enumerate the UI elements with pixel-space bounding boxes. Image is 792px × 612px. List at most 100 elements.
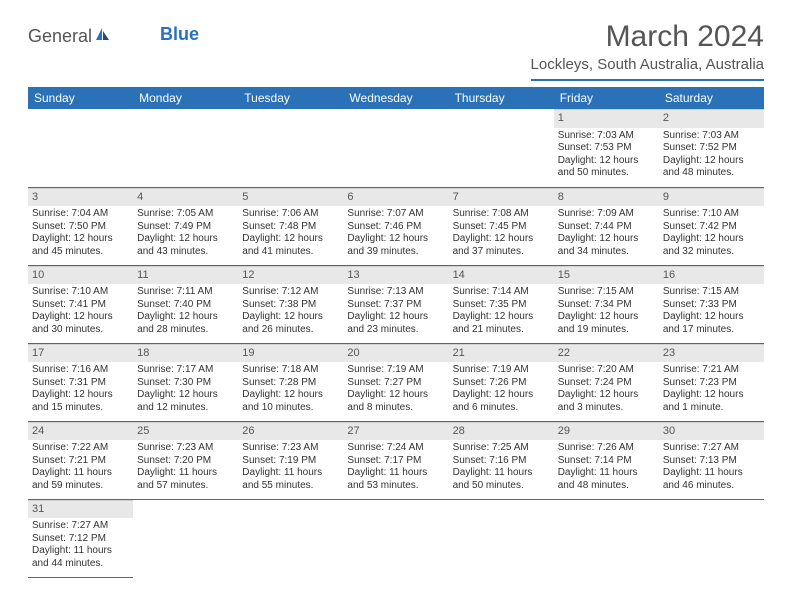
week-row: 10Sunrise: 7:10 AMSunset: 7:41 PMDayligh… (28, 265, 764, 343)
day-content: Sunrise: 7:26 AMSunset: 7:14 PMDaylight:… (554, 440, 659, 496)
sunrise-text: Sunrise: 7:27 AM (663, 442, 760, 455)
sail-icon (94, 26, 112, 47)
sunrise-text: Sunrise: 7:12 AM (242, 286, 339, 299)
day-content: Sunrise: 7:27 AMSunset: 7:13 PMDaylight:… (659, 440, 764, 496)
day-content: Sunrise: 7:19 AMSunset: 7:26 PMDaylight:… (449, 362, 554, 418)
day-cell (554, 499, 659, 577)
day-cell: 26Sunrise: 7:23 AMSunset: 7:19 PMDayligh… (238, 421, 343, 499)
day-content: Sunrise: 7:22 AMSunset: 7:21 PMDaylight:… (28, 440, 133, 496)
day-content: Sunrise: 7:19 AMSunset: 7:27 PMDaylight:… (343, 362, 448, 418)
day-cell (343, 109, 448, 187)
sunset-text: Sunset: 7:16 PM (453, 455, 550, 468)
day-cell: 14Sunrise: 7:14 AMSunset: 7:35 PMDayligh… (449, 265, 554, 343)
day-header-row: SundayMondayTuesdayWednesdayThursdayFrid… (28, 87, 764, 109)
week-row: 24Sunrise: 7:22 AMSunset: 7:21 PMDayligh… (28, 421, 764, 499)
day-number: 15 (554, 266, 659, 285)
sunset-text: Sunset: 7:31 PM (32, 377, 129, 390)
day-cell: 16Sunrise: 7:15 AMSunset: 7:33 PMDayligh… (659, 265, 764, 343)
day-number: 7 (449, 188, 554, 207)
day-number: 31 (28, 500, 133, 519)
day-cell: 31Sunrise: 7:27 AMSunset: 7:12 PMDayligh… (28, 499, 133, 577)
daylight-text: Daylight: 12 hours and 23 minutes. (347, 311, 444, 336)
day-content: Sunrise: 7:15 AMSunset: 7:34 PMDaylight:… (554, 284, 659, 340)
day-content: Sunrise: 7:07 AMSunset: 7:46 PMDaylight:… (343, 206, 448, 262)
sunrise-text: Sunrise: 7:24 AM (347, 442, 444, 455)
daylight-text: Daylight: 12 hours and 32 minutes. (663, 233, 760, 258)
day-number: 22 (554, 344, 659, 363)
day-content: Sunrise: 7:25 AMSunset: 7:16 PMDaylight:… (449, 440, 554, 496)
sunrise-text: Sunrise: 7:08 AM (453, 208, 550, 221)
day-number: 11 (133, 266, 238, 285)
calendar-body: 1Sunrise: 7:03 AMSunset: 7:53 PMDaylight… (28, 109, 764, 577)
sunrise-text: Sunrise: 7:03 AM (663, 130, 760, 143)
day-content: Sunrise: 7:11 AMSunset: 7:40 PMDaylight:… (133, 284, 238, 340)
sunset-text: Sunset: 7:52 PM (663, 142, 760, 155)
sunrise-text: Sunrise: 7:13 AM (347, 286, 444, 299)
daylight-text: Daylight: 12 hours and 50 minutes. (558, 155, 655, 180)
sunset-text: Sunset: 7:49 PM (137, 221, 234, 234)
sunset-text: Sunset: 7:14 PM (558, 455, 655, 468)
sunset-text: Sunset: 7:20 PM (137, 455, 234, 468)
sunrise-text: Sunrise: 7:26 AM (558, 442, 655, 455)
day-header: Monday (133, 87, 238, 109)
day-number: 12 (238, 266, 343, 285)
day-number: 2 (659, 109, 764, 128)
daylight-text: Daylight: 11 hours and 59 minutes. (32, 467, 129, 492)
daylight-text: Daylight: 12 hours and 10 minutes. (242, 389, 339, 414)
sunset-text: Sunset: 7:12 PM (32, 533, 129, 546)
day-header: Tuesday (238, 87, 343, 109)
sunset-text: Sunset: 7:38 PM (242, 299, 339, 312)
day-cell: 29Sunrise: 7:26 AMSunset: 7:14 PMDayligh… (554, 421, 659, 499)
day-cell: 22Sunrise: 7:20 AMSunset: 7:24 PMDayligh… (554, 343, 659, 421)
day-cell (28, 109, 133, 187)
daylight-text: Daylight: 12 hours and 48 minutes. (663, 155, 760, 180)
daylight-text: Daylight: 12 hours and 26 minutes. (242, 311, 339, 336)
day-content: Sunrise: 7:03 AMSunset: 7:53 PMDaylight:… (554, 128, 659, 184)
day-content: Sunrise: 7:16 AMSunset: 7:31 PMDaylight:… (28, 362, 133, 418)
daylight-text: Daylight: 12 hours and 28 minutes. (137, 311, 234, 336)
sunset-text: Sunset: 7:50 PM (32, 221, 129, 234)
daylight-text: Daylight: 12 hours and 43 minutes. (137, 233, 234, 258)
daylight-text: Daylight: 12 hours and 41 minutes. (242, 233, 339, 258)
week-row: 17Sunrise: 7:16 AMSunset: 7:31 PMDayligh… (28, 343, 764, 421)
daylight-text: Daylight: 12 hours and 15 minutes. (32, 389, 129, 414)
day-number: 21 (449, 344, 554, 363)
day-cell: 19Sunrise: 7:18 AMSunset: 7:28 PMDayligh… (238, 343, 343, 421)
sunrise-text: Sunrise: 7:19 AM (453, 364, 550, 377)
day-cell: 4Sunrise: 7:05 AMSunset: 7:49 PMDaylight… (133, 187, 238, 265)
day-number: 17 (28, 344, 133, 363)
day-cell: 1Sunrise: 7:03 AMSunset: 7:53 PMDaylight… (554, 109, 659, 187)
day-cell: 23Sunrise: 7:21 AMSunset: 7:23 PMDayligh… (659, 343, 764, 421)
sunrise-text: Sunrise: 7:23 AM (242, 442, 339, 455)
daylight-text: Daylight: 12 hours and 39 minutes. (347, 233, 444, 258)
sunrise-text: Sunrise: 7:09 AM (558, 208, 655, 221)
sunset-text: Sunset: 7:13 PM (663, 455, 760, 468)
day-cell: 27Sunrise: 7:24 AMSunset: 7:17 PMDayligh… (343, 421, 448, 499)
day-content: Sunrise: 7:03 AMSunset: 7:52 PMDaylight:… (659, 128, 764, 184)
day-cell: 9Sunrise: 7:10 AMSunset: 7:42 PMDaylight… (659, 187, 764, 265)
day-cell: 24Sunrise: 7:22 AMSunset: 7:21 PMDayligh… (28, 421, 133, 499)
day-number: 19 (238, 344, 343, 363)
daylight-text: Daylight: 12 hours and 30 minutes. (32, 311, 129, 336)
day-header: Thursday (449, 87, 554, 109)
day-content: Sunrise: 7:18 AMSunset: 7:28 PMDaylight:… (238, 362, 343, 418)
sunset-text: Sunset: 7:37 PM (347, 299, 444, 312)
day-cell: 21Sunrise: 7:19 AMSunset: 7:26 PMDayligh… (449, 343, 554, 421)
day-cell (238, 109, 343, 187)
day-number: 8 (554, 188, 659, 207)
daylight-text: Daylight: 12 hours and 17 minutes. (663, 311, 760, 336)
daylight-text: Daylight: 12 hours and 45 minutes. (32, 233, 129, 258)
sunset-text: Sunset: 7:30 PM (137, 377, 234, 390)
location: Lockleys, South Australia, Australia (531, 56, 764, 81)
day-content: Sunrise: 7:23 AMSunset: 7:19 PMDaylight:… (238, 440, 343, 496)
day-cell: 30Sunrise: 7:27 AMSunset: 7:13 PMDayligh… (659, 421, 764, 499)
day-number: 20 (343, 344, 448, 363)
day-cell: 17Sunrise: 7:16 AMSunset: 7:31 PMDayligh… (28, 343, 133, 421)
day-header: Wednesday (343, 87, 448, 109)
day-cell: 2Sunrise: 7:03 AMSunset: 7:52 PMDaylight… (659, 109, 764, 187)
day-number: 10 (28, 266, 133, 285)
sunset-text: Sunset: 7:24 PM (558, 377, 655, 390)
day-content: Sunrise: 7:27 AMSunset: 7:12 PMDaylight:… (28, 518, 133, 574)
day-content: Sunrise: 7:04 AMSunset: 7:50 PMDaylight:… (28, 206, 133, 262)
day-cell: 13Sunrise: 7:13 AMSunset: 7:37 PMDayligh… (343, 265, 448, 343)
